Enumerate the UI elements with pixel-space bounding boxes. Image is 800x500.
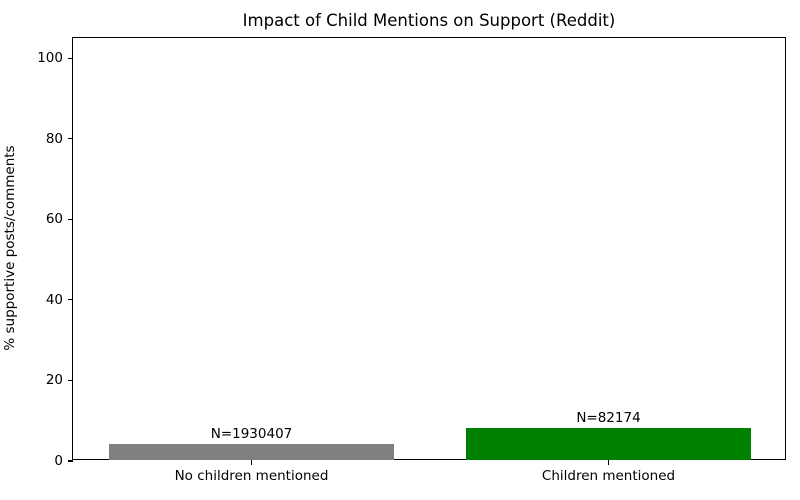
- bar-count-annotation: N=1930407: [210, 426, 293, 443]
- y-axis-tick-label: 20: [45, 372, 63, 389]
- plot-area: 0 20 40 60 80 100 N=1930407 No children mention…: [37, 37, 786, 484]
- y-axis-tick-label: 60: [45, 211, 63, 228]
- y-axis-tick-mark: [68, 299, 73, 301]
- x-axis-category-label: Children mentioned: [541, 468, 676, 484]
- bar-count-annotation: N=82174: [576, 410, 641, 427]
- y-axis-tick-label: 40: [45, 291, 63, 308]
- y-axis-tick-label: 80: [45, 130, 63, 147]
- y-axis-tick-mark: [68, 379, 73, 382]
- bar-children-mentioned: [465, 427, 752, 460]
- chart-title: Impact of Child Mentions on Support (Red…: [242, 11, 616, 30]
- y-axis-tick-mark: [68, 460, 73, 462]
- x-axis-tick-mark: [250, 460, 253, 465]
- bar-no-children-mentioned: [108, 443, 395, 460]
- y-axis-tick-mark: [68, 218, 73, 220]
- y-axis-tick-label: 0: [54, 453, 63, 469]
- x-axis-category-label: No children mentioned: [174, 468, 329, 484]
- x-axis-tick-mark: [607, 460, 610, 465]
- y-axis-tick-mark: [68, 57, 73, 59]
- y-axis-tick-mark: [68, 138, 73, 140]
- y-axis-tick-label: 100: [37, 50, 63, 67]
- y-axis-label: % supportive posts/comments: [2, 145, 18, 351]
